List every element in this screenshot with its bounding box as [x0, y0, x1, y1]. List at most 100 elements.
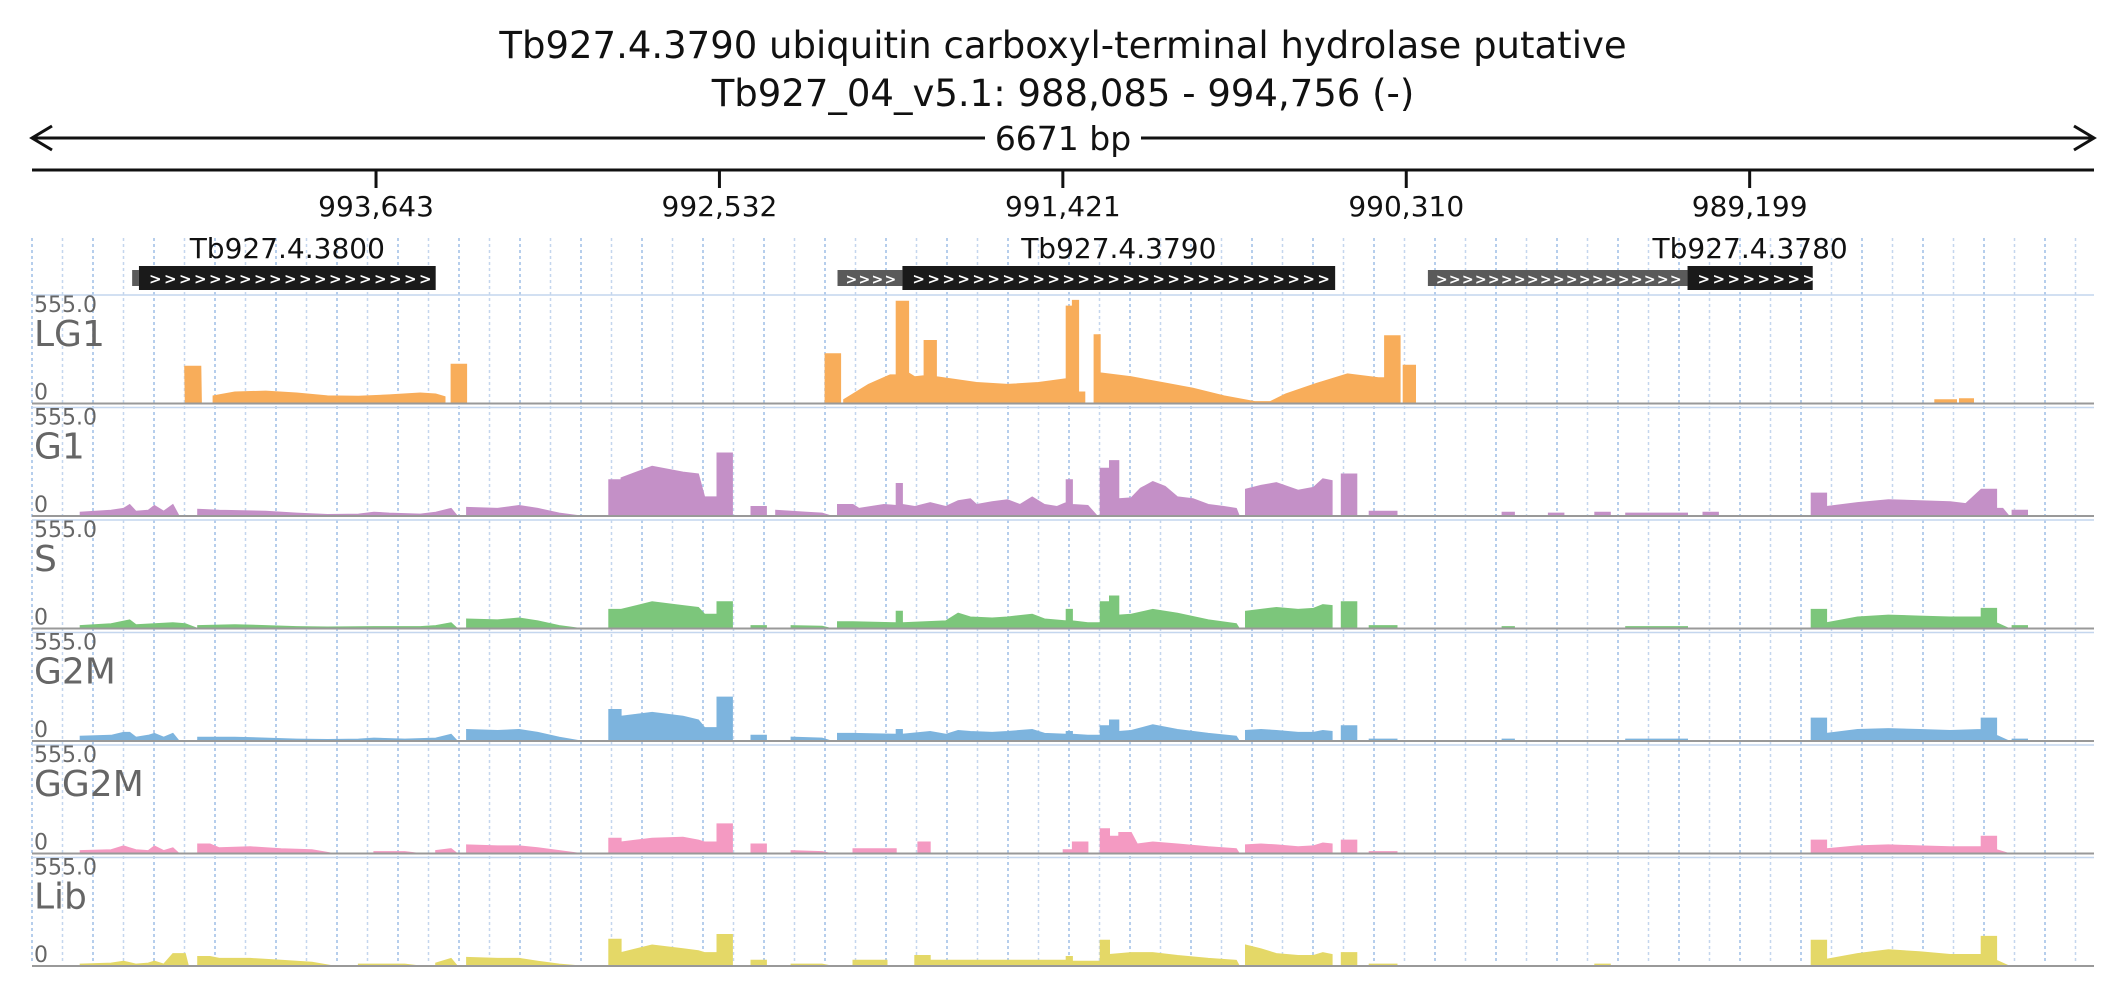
gene-direction-mark: > — [912, 270, 925, 288]
gene-cds — [1687, 266, 1813, 290]
gene-direction-mark: > — [254, 270, 267, 288]
span-arrow-left — [29, 124, 53, 152]
gene-direction-mark: > — [1047, 270, 1060, 288]
gene-direction-mark: > — [1077, 270, 1090, 288]
track-max-label: 555.0 — [34, 856, 97, 881]
gene-direction-mark: > — [314, 270, 327, 288]
chart-title: Tb927.4.3790 ubiquitin carboxyl-terminal… — [498, 24, 1626, 67]
region-span: 6671 bp — [29, 119, 2097, 158]
gene-direction-mark: > — [1436, 272, 1448, 288]
axis-tick-label: 990,310 — [1348, 190, 1464, 223]
gene-direction-mark: > — [1137, 270, 1150, 288]
gene-direction-mark: > — [194, 270, 207, 288]
gene-direction-mark: > — [284, 270, 297, 288]
gene-direction-mark: > — [164, 270, 177, 288]
track-g1: 555.0 0 G1 — [32, 406, 2094, 518]
track-name-label: LG1 — [34, 314, 105, 355]
gene-cds — [902, 266, 1336, 290]
gene-direction-mark: > — [1605, 272, 1617, 288]
track-max-label: 555.0 — [34, 518, 97, 543]
gene-direction-mark: > — [1302, 270, 1315, 288]
track-lg1: 555.0 0 LG1 — [32, 293, 2094, 406]
track-min-label: 0 — [34, 381, 48, 406]
gene-direction-mark: > — [1631, 272, 1643, 288]
gene-direction-mark: > — [344, 270, 357, 288]
track-min-label: 0 — [34, 493, 48, 518]
gene-direction-mark: > — [1488, 272, 1500, 288]
gene-utr — [1427, 270, 1688, 286]
span-arrow-right — [2073, 124, 2097, 152]
track-min-label: 0 — [34, 606, 48, 631]
gene-direction-mark: > — [1698, 270, 1711, 288]
gene-direction-mark: > — [927, 270, 940, 288]
track-name-label: S — [34, 539, 57, 580]
gene-direction-mark: > — [1317, 270, 1330, 288]
gene-label: Tb927.4.3790 — [1020, 232, 1216, 265]
track-g2m: 555.0 0 G2M — [32, 631, 2094, 743]
axis-ticks: 993,643 992,532 991,421 990,310 989,199 — [318, 170, 1808, 223]
track-min-label: 0 — [34, 718, 48, 743]
gene-track: Tb927.4.3800> > > > > > > > > > > > > > > > > > >Tb927.4.3… — [132, 232, 1848, 290]
gene-direction-mark: > — [359, 270, 372, 288]
axis-tick-label: 992,532 — [662, 190, 778, 223]
coordinate-axis: 993,643 992,532 991,421 990,310 989,199 — [32, 168, 2094, 223]
coverage-area — [79, 595, 2028, 630]
track-max-label: 555.0 — [34, 743, 97, 768]
gene-direction-mark: > — [1287, 270, 1300, 288]
track-name-label: Lib — [34, 877, 87, 918]
gene-direction-mark: > — [872, 272, 884, 288]
gene-label: Tb927.4.3780 — [1652, 232, 1848, 265]
gene-direction-mark: > — [149, 270, 162, 288]
track-max-label: 555.0 — [34, 631, 97, 656]
gene-direction-mark: > — [1501, 272, 1513, 288]
gene-direction-mark: > — [1017, 270, 1030, 288]
track-name-label: GG2M — [34, 764, 144, 805]
span-length-label: 6671 bp — [995, 119, 1131, 158]
coverage-area — [79, 696, 2028, 742]
gene-direction-mark: > — [389, 270, 402, 288]
gene-direction-mark: > — [1743, 270, 1756, 288]
gene-direction-mark: > — [1657, 272, 1669, 288]
gene-direction-mark: > — [1092, 270, 1105, 288]
gene-direction-mark: > — [1670, 272, 1682, 288]
axis-tick-label: 989,199 — [1692, 190, 1808, 223]
gene-direction-mark: > — [1122, 270, 1135, 288]
gene-utr — [132, 270, 139, 286]
gene-direction-mark: > — [1152, 270, 1165, 288]
track-name-label: G2M — [34, 652, 116, 693]
gene-direction-mark: > — [1527, 272, 1539, 288]
gene-direction-mark: > — [957, 270, 970, 288]
gene-direction-mark: > — [859, 272, 871, 288]
gene-direction-mark: > — [179, 270, 192, 288]
gene-direction-mark: > — [1773, 270, 1786, 288]
gene-direction-mark: > — [1227, 270, 1240, 288]
gene-direction-mark: > — [846, 272, 858, 288]
gene-direction-mark: > — [1728, 270, 1741, 288]
gene-direction-mark: > — [1618, 272, 1630, 288]
gene-direction-mark: > — [972, 270, 985, 288]
gene-direction-mark: > — [1758, 270, 1771, 288]
gene-direction-mark: > — [1197, 270, 1210, 288]
gene-direction-mark: > — [1212, 270, 1225, 288]
coverage-area — [79, 823, 2010, 854]
gene-direction-mark: > — [1566, 272, 1578, 288]
gene-direction-mark: > — [1107, 270, 1120, 288]
gene-direction-mark: > — [374, 270, 387, 288]
gene-direction-mark: > — [1592, 272, 1604, 288]
gene-direction-mark: > — [1803, 270, 1816, 288]
gene-direction-mark: > — [1182, 270, 1195, 288]
track-min-label: 0 — [34, 943, 48, 968]
gene-direction-mark: > — [1449, 272, 1461, 288]
gene-cds — [138, 266, 436, 290]
gene-direction-mark: > — [1242, 270, 1255, 288]
gene-direction-mark: > — [1475, 272, 1487, 288]
gene-direction-mark: > — [1062, 270, 1075, 288]
track-lib: 555.0 0 Lib — [32, 856, 2094, 968]
gene-direction-mark: > — [942, 270, 955, 288]
gene-direction-mark: > — [1167, 270, 1180, 288]
gene-direction-mark: > — [1788, 270, 1801, 288]
gene-direction-mark: > — [1713, 270, 1726, 288]
track-max-label: 555.0 — [34, 293, 97, 318]
track-gg2m: 555.0 0 GG2M — [32, 743, 2094, 856]
